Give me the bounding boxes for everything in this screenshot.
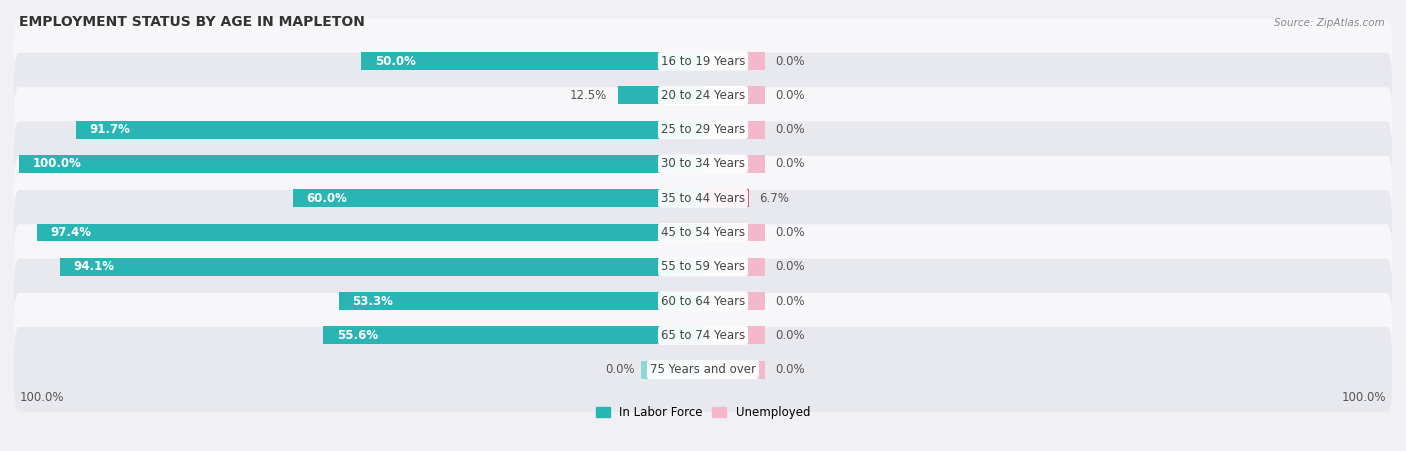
Bar (59, 258, 703, 276)
Bar (703, 292, 765, 310)
FancyBboxPatch shape (14, 53, 1392, 138)
Text: 20 to 24 Years: 20 to 24 Years (661, 89, 745, 102)
Bar (703, 224, 765, 241)
FancyBboxPatch shape (14, 293, 1392, 378)
Text: 16 to 19 Years: 16 to 19 Years (661, 55, 745, 68)
Text: 45 to 54 Years: 45 to 54 Years (661, 226, 745, 239)
Text: 0.0%: 0.0% (775, 157, 804, 170)
Text: 53.3%: 53.3% (353, 295, 394, 308)
Text: 0.0%: 0.0% (775, 260, 804, 273)
Text: 0.0%: 0.0% (775, 363, 804, 376)
Bar (37, 224, 703, 241)
Bar (703, 52, 765, 70)
Text: 30 to 34 Years: 30 to 34 Years (661, 157, 745, 170)
Bar (703, 327, 765, 344)
Text: 0.0%: 0.0% (775, 89, 804, 102)
Bar (703, 87, 765, 104)
FancyBboxPatch shape (14, 87, 1392, 172)
Bar (361, 52, 703, 70)
Bar (703, 361, 765, 378)
Bar (292, 189, 703, 207)
Text: 55 to 59 Years: 55 to 59 Years (661, 260, 745, 273)
FancyBboxPatch shape (14, 258, 1392, 344)
Text: 97.4%: 97.4% (51, 226, 91, 239)
Legend: In Labor Force, Unemployed: In Labor Force, Unemployed (591, 401, 815, 423)
Text: 0.0%: 0.0% (605, 363, 634, 376)
Text: 60 to 64 Years: 60 to 64 Years (661, 295, 745, 308)
Text: 6.7%: 6.7% (759, 192, 789, 205)
FancyBboxPatch shape (14, 18, 1392, 104)
FancyBboxPatch shape (14, 156, 1392, 241)
Text: 65 to 74 Years: 65 to 74 Years (661, 329, 745, 342)
Text: 0.0%: 0.0% (775, 329, 804, 342)
FancyBboxPatch shape (14, 190, 1392, 275)
Bar (703, 121, 765, 138)
Bar (641, 361, 703, 378)
FancyBboxPatch shape (14, 224, 1392, 309)
Bar (323, 327, 703, 344)
Bar (703, 155, 765, 173)
Text: 0.0%: 0.0% (775, 55, 804, 68)
Bar (20, 155, 703, 173)
Text: 60.0%: 60.0% (307, 192, 347, 205)
Text: 12.5%: 12.5% (569, 89, 607, 102)
Text: 75 Years and over: 75 Years and over (650, 363, 756, 376)
Text: 50.0%: 50.0% (375, 55, 416, 68)
Text: EMPLOYMENT STATUS BY AGE IN MAPLETON: EMPLOYMENT STATUS BY AGE IN MAPLETON (20, 15, 366, 29)
Text: 0.0%: 0.0% (775, 226, 804, 239)
FancyBboxPatch shape (14, 121, 1392, 207)
Text: 91.7%: 91.7% (90, 123, 131, 136)
Bar (76, 121, 703, 138)
Bar (339, 292, 703, 310)
Bar (617, 87, 703, 104)
Text: 25 to 29 Years: 25 to 29 Years (661, 123, 745, 136)
Text: Source: ZipAtlas.com: Source: ZipAtlas.com (1274, 18, 1385, 28)
Bar (703, 258, 765, 276)
FancyBboxPatch shape (14, 327, 1392, 412)
Bar (703, 189, 749, 207)
Text: 94.1%: 94.1% (73, 260, 114, 273)
Text: 0.0%: 0.0% (775, 123, 804, 136)
Text: 100.0%: 100.0% (1343, 391, 1386, 404)
Text: 35 to 44 Years: 35 to 44 Years (661, 192, 745, 205)
Text: 0.0%: 0.0% (775, 295, 804, 308)
Text: 100.0%: 100.0% (20, 391, 63, 404)
Text: 55.6%: 55.6% (336, 329, 378, 342)
Text: 100.0%: 100.0% (32, 157, 82, 170)
